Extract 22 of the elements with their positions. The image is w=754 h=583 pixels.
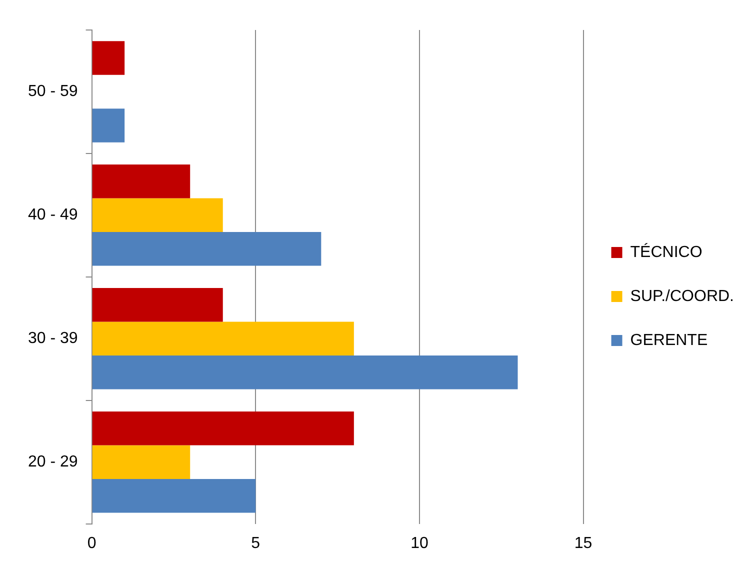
x-tick-label: 0 — [87, 534, 96, 552]
y-tick-label: 20 - 29 — [28, 453, 78, 470]
x-tick-label: 5 — [251, 534, 260, 552]
bar — [92, 322, 354, 356]
y-tick-label: 40 - 49 — [28, 206, 78, 224]
bar — [92, 232, 322, 266]
x-tick-label: 15 — [574, 534, 592, 552]
bar — [92, 41, 125, 75]
legend-label: TÉCNICO — [630, 242, 702, 261]
legend-label: GERENTE — [630, 332, 708, 349]
bar — [92, 411, 354, 446]
bar — [92, 355, 518, 390]
bar — [92, 445, 190, 479]
bar — [92, 164, 190, 198]
bar — [92, 198, 223, 232]
y-tick-label: 50 - 59 — [28, 83, 78, 100]
bar — [92, 108, 125, 142]
legend-label: SUP./COORD. — [630, 288, 734, 305]
bar — [92, 478, 256, 513]
bar — [92, 288, 223, 322]
x-tick-label: 10 — [410, 534, 428, 552]
y-tick-label: 30 - 39 — [28, 330, 78, 348]
